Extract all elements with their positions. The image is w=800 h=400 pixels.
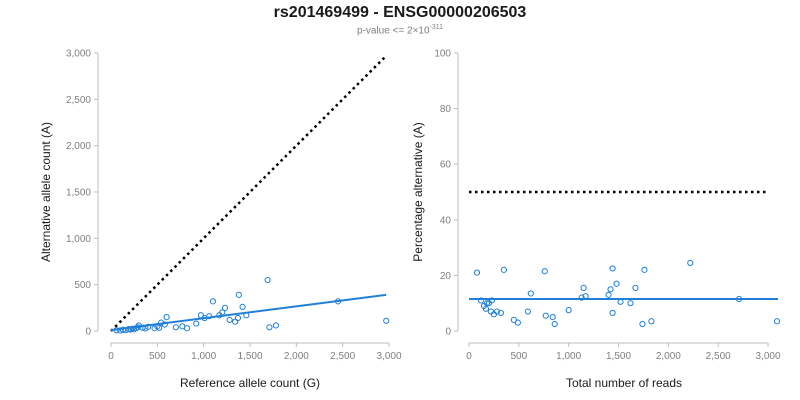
data-point xyxy=(113,327,120,334)
data-point xyxy=(773,318,781,325)
data-point xyxy=(541,268,548,275)
chart-subtitle: p-value <= 2×10-311 xyxy=(0,24,800,36)
data-point xyxy=(144,323,152,330)
y-tick-label: 100 xyxy=(434,49,451,60)
data-point xyxy=(266,324,273,331)
data-point xyxy=(334,298,342,305)
data-point xyxy=(582,293,589,300)
x-tick-label: 1,500 xyxy=(606,351,631,362)
x-tick-label: 1,500 xyxy=(237,351,262,362)
fit-line xyxy=(110,293,387,332)
x-tick-label: 500 xyxy=(149,351,166,362)
data-point xyxy=(383,317,390,324)
y-axis-title: Percentage alternative (A) xyxy=(411,122,425,261)
data-point xyxy=(632,284,639,292)
data-point xyxy=(235,291,242,298)
x-tick-label: 0 xyxy=(466,351,472,362)
data-point xyxy=(122,326,129,334)
y-tick-label: 60 xyxy=(440,160,452,171)
x-tick-label: 1,000 xyxy=(556,351,581,362)
data-point xyxy=(527,290,534,297)
y-tick-label: 500 xyxy=(74,280,91,291)
y-tick-label: 0 xyxy=(85,327,91,338)
data-point xyxy=(493,308,501,315)
x-tick-label: 3,000 xyxy=(756,351,781,362)
data-point xyxy=(524,308,531,315)
data-point xyxy=(578,294,585,301)
data-point xyxy=(234,314,242,322)
y-tick-label: 3,000 xyxy=(66,49,91,60)
y-tick-label: 1,500 xyxy=(66,188,91,199)
data-point xyxy=(497,309,504,317)
subtitle-prefix: p-value <= 2×10 xyxy=(356,25,430,37)
data-point xyxy=(264,276,271,284)
y-tick-label: 1,000 xyxy=(66,234,91,245)
y-tick-label: 80 xyxy=(440,104,452,115)
y-tick-label: 2,000 xyxy=(66,141,91,152)
subtitle-exponent: -311 xyxy=(429,24,444,31)
chart-title: rs201469499 - ENSG00000206503 xyxy=(273,4,527,21)
data-point xyxy=(514,319,521,326)
data-point xyxy=(483,300,491,307)
data-point xyxy=(609,265,616,272)
x-tick-label: 2,000 xyxy=(284,351,309,362)
y-tick-label: 40 xyxy=(440,215,452,226)
data-point xyxy=(500,266,507,273)
data-point xyxy=(139,324,146,331)
y-tick-label: 2,500 xyxy=(66,95,91,106)
x-axis-title: Total number of reads xyxy=(566,376,682,390)
data-point xyxy=(482,305,490,312)
plot-panel-1: 0 500 1,000 1,500 2,000 2,500 3,000 0 500 1,000 1,… xyxy=(39,49,402,391)
data-point xyxy=(551,320,558,328)
reference-line xyxy=(110,56,386,332)
y-axis-title: Alternative allele count (A) xyxy=(39,122,53,262)
x-tick-label: 0 xyxy=(108,351,114,362)
y-tick-label: 20 xyxy=(440,271,452,282)
data-point xyxy=(627,300,634,307)
x-axis-title: Reference allele count (G) xyxy=(180,376,320,390)
data-point xyxy=(477,297,485,304)
x-tick-label: 2,500 xyxy=(706,351,731,362)
data-point xyxy=(542,312,549,319)
data-point xyxy=(206,313,213,320)
data-point xyxy=(226,316,233,323)
x-tick-label: 2,000 xyxy=(656,351,681,362)
data-point xyxy=(617,298,624,305)
data-point xyxy=(605,291,612,298)
data-point xyxy=(183,325,191,332)
data-point xyxy=(488,297,496,304)
data-point xyxy=(219,309,226,316)
x-tick-label: 2,500 xyxy=(330,351,355,362)
plot-panel-2: 0 500 1,000 1,500 2,000 2,500 3,000 0 20 40 60 80 10… xyxy=(411,49,781,391)
data-point xyxy=(156,324,163,331)
data-point xyxy=(641,266,648,273)
data-point xyxy=(639,320,646,328)
data-point xyxy=(157,319,165,326)
data-point xyxy=(580,284,587,292)
data-point xyxy=(209,298,217,305)
data-point xyxy=(648,318,655,325)
x-tick-label: 3,000 xyxy=(376,351,401,362)
data-point xyxy=(239,303,246,311)
data-point xyxy=(736,295,743,303)
data-point xyxy=(172,324,179,331)
y-tick-label: 0 xyxy=(445,327,451,338)
data-point xyxy=(473,269,481,276)
data-point xyxy=(221,304,229,311)
data-point xyxy=(243,312,250,319)
data-point xyxy=(565,307,572,314)
data-point xyxy=(163,314,170,321)
data-point xyxy=(510,316,517,323)
data-point xyxy=(272,322,280,329)
data-point xyxy=(613,280,620,287)
x-tick-label: 500 xyxy=(510,351,527,362)
data-point xyxy=(161,321,168,328)
x-tick-label: 1,000 xyxy=(191,351,216,362)
data-point xyxy=(687,259,694,266)
data-point xyxy=(193,320,200,327)
data-point xyxy=(607,286,614,293)
data-point xyxy=(549,314,556,321)
data-point xyxy=(609,309,616,317)
